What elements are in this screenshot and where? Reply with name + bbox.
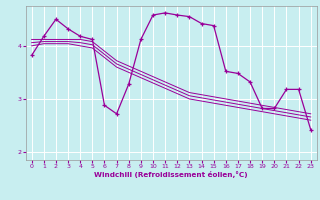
X-axis label: Windchill (Refroidissement éolien,°C): Windchill (Refroidissement éolien,°C) xyxy=(94,171,248,178)
